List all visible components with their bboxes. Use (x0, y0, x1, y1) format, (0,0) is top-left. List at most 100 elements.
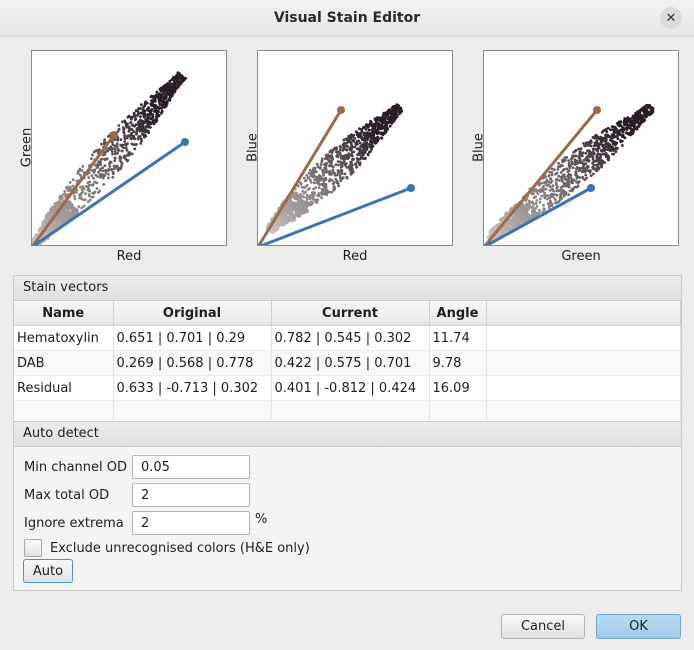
scatter-point (518, 213, 524, 219)
scatter-point (102, 169, 105, 173)
scatter-point (360, 128, 363, 131)
scatter-point (549, 193, 552, 197)
scatter-point (98, 148, 101, 152)
stain-vector-2-handle[interactable] (407, 184, 415, 192)
stain-vector-2-handle[interactable] (587, 184, 595, 192)
ok-button[interactable]: OK (596, 614, 681, 639)
scatter-point (177, 82, 180, 86)
scatter-svg (484, 103, 655, 245)
scatter-point (87, 183, 91, 187)
scatter-point (139, 115, 142, 118)
exclude-unrecognised-checkbox[interactable] (24, 539, 42, 557)
scatter-point (328, 160, 331, 164)
scatter-point (320, 157, 324, 161)
scatter-point (155, 118, 159, 122)
ignore-extrema-input[interactable] (132, 511, 250, 535)
scatter-point (125, 136, 129, 140)
stain-vector-1-handle[interactable] (337, 106, 345, 114)
scatter-point (164, 97, 167, 101)
scatter-point (546, 194, 550, 198)
max-total-od-input[interactable] (132, 483, 250, 507)
min-channel-od-input[interactable] (132, 455, 250, 479)
stain-vector-1-handle[interactable] (110, 131, 118, 139)
cell-name[interactable]: Hematoxylin (14, 325, 114, 351)
scatter-point (308, 178, 312, 182)
scatter-point (322, 179, 326, 183)
stain-vector-2-handle[interactable] (181, 138, 189, 146)
scatter-point (146, 113, 150, 116)
scatter-point (525, 215, 531, 221)
scatter-point (145, 119, 149, 122)
column-header-original[interactable]: Original (113, 301, 272, 326)
cell-angle[interactable]: 11.74 (429, 325, 487, 351)
scatter-point (272, 227, 278, 233)
close-button[interactable]: ✕ (660, 7, 682, 29)
scatter-point (139, 119, 143, 123)
table-row[interactable]: Residual 0.633 | -0.713 | 0.302 0.401 | … (14, 375, 681, 401)
cell-current[interactable]: 0.422 | 0.575 | 0.701 (271, 350, 430, 376)
scatter-point (361, 137, 365, 141)
plot-area[interactable] (483, 50, 679, 246)
scatter-point (573, 185, 577, 189)
cell-original[interactable]: 0.633 | -0.713 | 0.302 (113, 375, 272, 401)
scatter-point (603, 161, 607, 164)
scatter-point (618, 122, 622, 126)
cell-current[interactable]: 0.401 | -0.812 | 0.424 (271, 375, 430, 401)
exclude-unrecognised-label[interactable]: Exclude unrecognised colors (H&E only) (50, 540, 310, 556)
scatter-point (576, 181, 580, 185)
scatter-point (380, 132, 384, 136)
plot-area[interactable] (31, 50, 227, 246)
cell-angle[interactable]: 9.78 (429, 350, 487, 376)
cell-name[interactable]: Residual (14, 375, 114, 401)
scatter-point (337, 163, 340, 167)
scatter-point (569, 164, 572, 168)
column-header-name[interactable]: Name (14, 301, 114, 326)
cell-name[interactable]: DAB (14, 350, 114, 376)
scatter-point (89, 157, 93, 160)
scatter-point (528, 199, 531, 203)
scatter-point (108, 160, 112, 164)
scatter-point (551, 187, 554, 191)
scatter-point (360, 145, 364, 148)
stain-vector-1-handle[interactable] (593, 106, 601, 114)
exclude-unrecognised-row[interactable]: Exclude unrecognised colors (H&E only) (24, 539, 310, 557)
cell-original[interactable]: 0.651 | 0.701 | 0.29 (113, 325, 272, 351)
auto-button[interactable]: Auto (23, 559, 73, 583)
scatter-point (113, 147, 117, 151)
scatter-point (318, 167, 322, 170)
plot-area[interactable] (257, 50, 453, 246)
scatter-point (535, 199, 539, 202)
scatter-point (360, 150, 364, 153)
scatter-point (296, 196, 302, 202)
scatter-point (620, 139, 624, 143)
cell-original[interactable]: 0.269 | 0.568 | 0.778 (113, 350, 272, 376)
table-row[interactable]: Hematoxylin 0.651 | 0.701 | 0.29 0.782 |… (14, 325, 681, 351)
scatter-point (324, 153, 328, 157)
scatter-svg (258, 103, 415, 245)
scatter-point (78, 196, 82, 200)
scatter-point (615, 134, 619, 138)
scatter-point (540, 194, 544, 198)
table-row[interactable]: DAB 0.269 | 0.568 | 0.778 0.422 | 0.575 … (14, 350, 681, 376)
scatter-point (103, 164, 107, 168)
scatter-point (592, 159, 596, 163)
scatter-point (343, 144, 347, 147)
scatter-point (560, 191, 564, 194)
cancel-button[interactable]: Cancel (501, 614, 585, 639)
scatter-point (86, 181, 90, 185)
scatter-point (338, 173, 342, 177)
column-header-current[interactable]: Current (271, 301, 430, 326)
scatter-point (342, 138, 346, 142)
scatter-point (612, 133, 616, 137)
scatter-point (626, 126, 629, 130)
cell-current[interactable]: 0.782 | 0.545 | 0.302 (271, 325, 430, 351)
column-header-angle[interactable]: Angle (429, 301, 487, 326)
scatter-point (117, 124, 121, 127)
scatter-point (303, 176, 306, 180)
scatter-point (560, 177, 564, 181)
scatter-point (143, 102, 147, 105)
scatter-point (577, 155, 581, 159)
cell-angle[interactable]: 16.09 (429, 375, 487, 401)
scatter-point (562, 168, 566, 171)
stain-vector-1-line (258, 109, 343, 245)
